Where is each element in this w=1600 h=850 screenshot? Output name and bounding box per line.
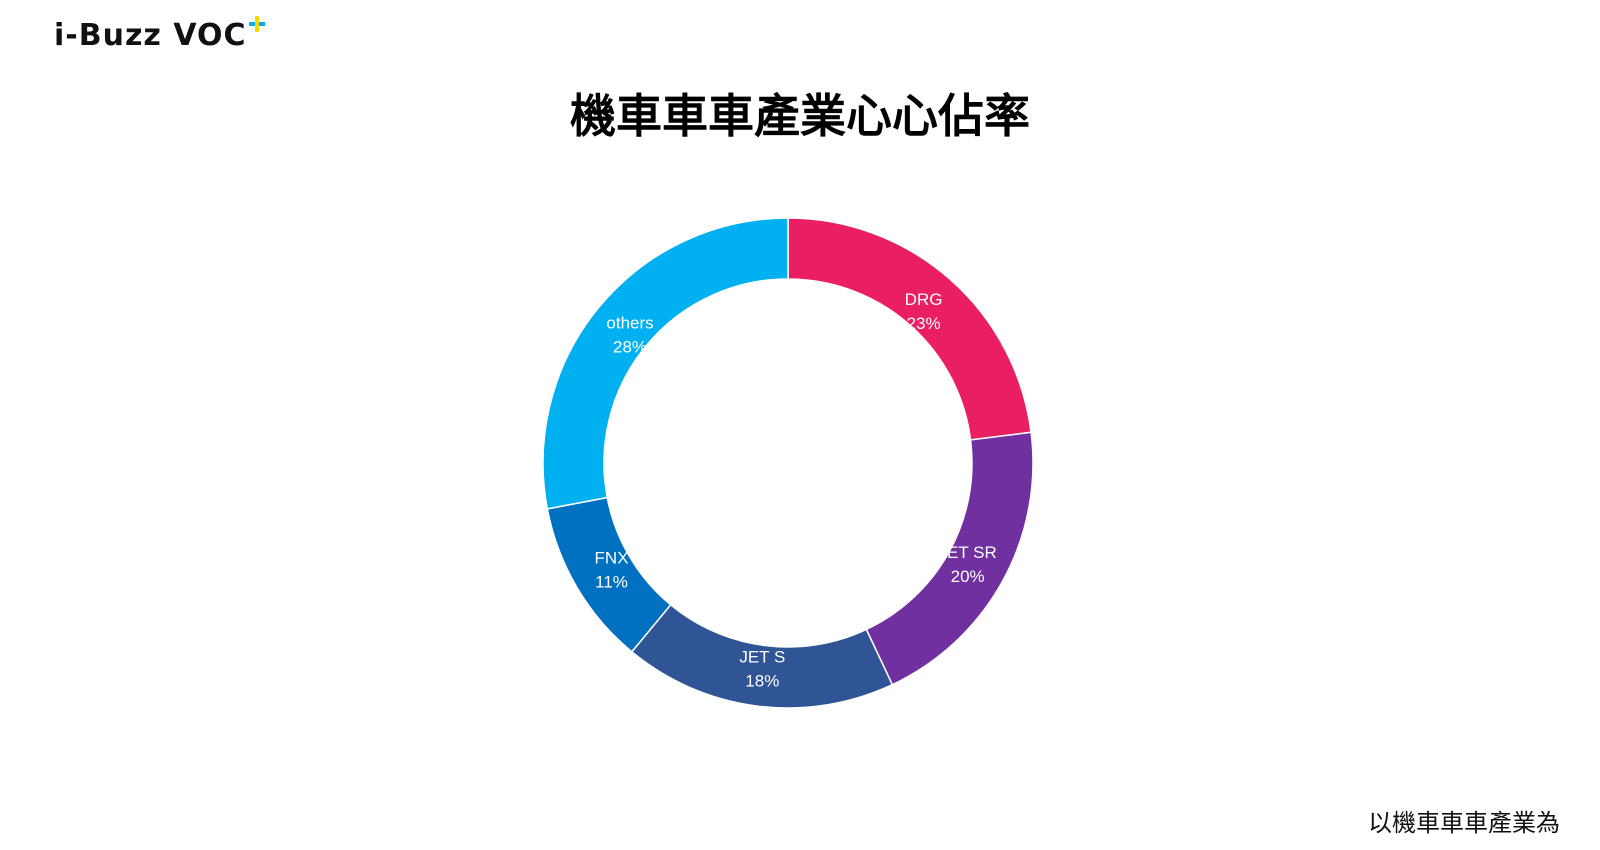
slice-label-jet-sr: JET SR [939,543,997,562]
slice-label-fnx: FNX [595,548,629,567]
footnote: 以機車車車產業為 [1368,809,1560,837]
slice-label-jet-s: JET S [739,647,785,666]
plus-icon [248,16,265,32]
chart-title: 機車車車產業心心佔率 [570,89,1030,143]
slice-value-jet-s: 18% [745,671,779,690]
slice-value-jet-sr: 20% [951,567,985,586]
slice-label-others: others [606,313,653,332]
slice-value-drg: 23% [907,314,941,333]
slice-label-drg: DRG [905,290,943,309]
slice-value-fnx: 11% [595,572,628,591]
slice-value-others: 28% [613,337,647,356]
brand-logo: i-Buzz VOC [54,16,265,56]
brand-logo-text: i-Buzz VOC [54,18,247,53]
donut-slice-others [542,217,789,510]
